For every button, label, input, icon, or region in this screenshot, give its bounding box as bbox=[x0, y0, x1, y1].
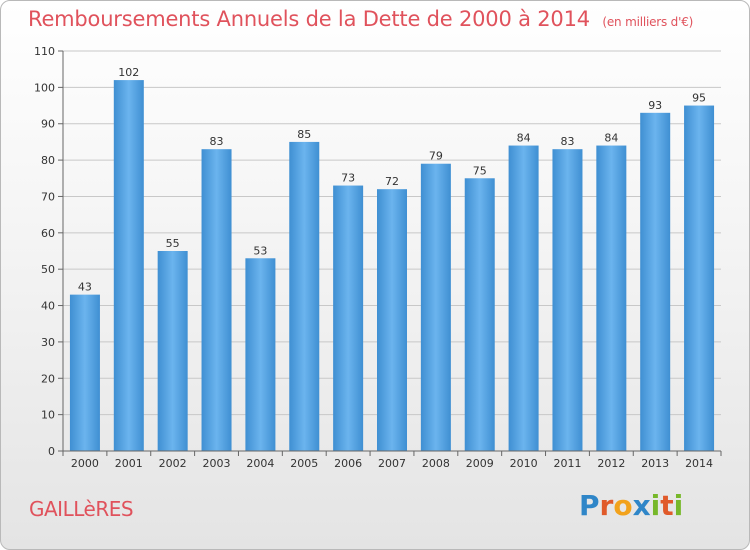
bar bbox=[69, 294, 100, 451]
data-label: 43 bbox=[78, 281, 92, 294]
x-tick-label: 2004 bbox=[246, 457, 274, 470]
bar bbox=[245, 258, 276, 451]
x-tick-label: 2009 bbox=[466, 457, 494, 470]
data-label: 72 bbox=[385, 175, 399, 188]
data-label: 79 bbox=[429, 150, 443, 163]
y-tick-label: 40 bbox=[41, 300, 55, 313]
bar bbox=[464, 178, 495, 452]
bar bbox=[640, 112, 671, 452]
chart-unit-note: (en milliers d'€) bbox=[602, 15, 694, 29]
y-tick-label: 60 bbox=[41, 227, 55, 240]
chart-title: Remboursements Annuels de la Dette de 20… bbox=[28, 7, 693, 31]
y-tick-label: 80 bbox=[41, 154, 55, 167]
data-label: 73 bbox=[341, 172, 355, 185]
data-label: 55 bbox=[166, 237, 180, 250]
x-tick-label: 2005 bbox=[290, 457, 318, 470]
y-tick-label: 110 bbox=[34, 45, 55, 58]
data-label: 102 bbox=[118, 66, 139, 79]
labels-layer: 43 102 55 83 53 85 73 72 79 75 84 83 84 93 95 bbox=[78, 66, 706, 294]
y-tick-label: 100 bbox=[34, 81, 55, 94]
y-tick-label: 90 bbox=[41, 118, 55, 131]
y-tick-label: 30 bbox=[41, 336, 55, 349]
bar bbox=[596, 145, 627, 451]
y-tick-label: 70 bbox=[41, 190, 55, 203]
x-tick-label: 2011 bbox=[553, 457, 581, 470]
x-tick-label: 2012 bbox=[597, 457, 625, 470]
x-tick-label: 2010 bbox=[510, 457, 538, 470]
bar bbox=[113, 80, 144, 451]
data-label: 85 bbox=[297, 128, 311, 141]
x-tick-label: 2002 bbox=[159, 457, 187, 470]
x-tick-label: 2007 bbox=[378, 457, 406, 470]
y-tick-label: 10 bbox=[41, 409, 55, 422]
bar bbox=[157, 251, 188, 451]
y-tick-label: 50 bbox=[41, 263, 55, 276]
axis-layer: 0 10 20 30 40 50 60 70 80 90 100 110 2000 2001 2002 200… bbox=[34, 45, 722, 470]
data-label: 53 bbox=[253, 244, 267, 257]
bar bbox=[289, 141, 320, 451]
bar bbox=[201, 149, 232, 451]
commune-name: GAILLèRES bbox=[29, 497, 134, 521]
x-tick-label: 2001 bbox=[115, 457, 143, 470]
data-label: 83 bbox=[210, 135, 224, 148]
x-tick-label: 2000 bbox=[71, 457, 99, 470]
y-tick-label: 0 bbox=[48, 445, 55, 458]
data-label: 84 bbox=[604, 132, 618, 145]
bar bbox=[420, 163, 451, 451]
x-tick-label: 2013 bbox=[641, 457, 669, 470]
data-label: 93 bbox=[648, 99, 662, 112]
data-label: 84 bbox=[517, 132, 531, 145]
x-tick-label: 2003 bbox=[203, 457, 231, 470]
data-label: 95 bbox=[692, 92, 706, 105]
data-label: 83 bbox=[560, 135, 574, 148]
bar bbox=[377, 189, 407, 451]
bar bbox=[684, 105, 715, 451]
bar bbox=[552, 149, 583, 451]
bar bbox=[333, 185, 364, 451]
x-tick-label: 2006 bbox=[334, 457, 362, 470]
x-tick-label: 2008 bbox=[422, 457, 450, 470]
bar bbox=[508, 145, 539, 451]
proxiti-logo: Proxiti bbox=[579, 489, 684, 522]
chart-title-text: Remboursements Annuels de la Dette de 20… bbox=[28, 7, 590, 31]
bars-layer bbox=[69, 80, 715, 452]
x-tick-label: 2014 bbox=[685, 457, 713, 470]
data-label: 75 bbox=[473, 164, 487, 177]
y-tick-label: 20 bbox=[41, 372, 55, 385]
